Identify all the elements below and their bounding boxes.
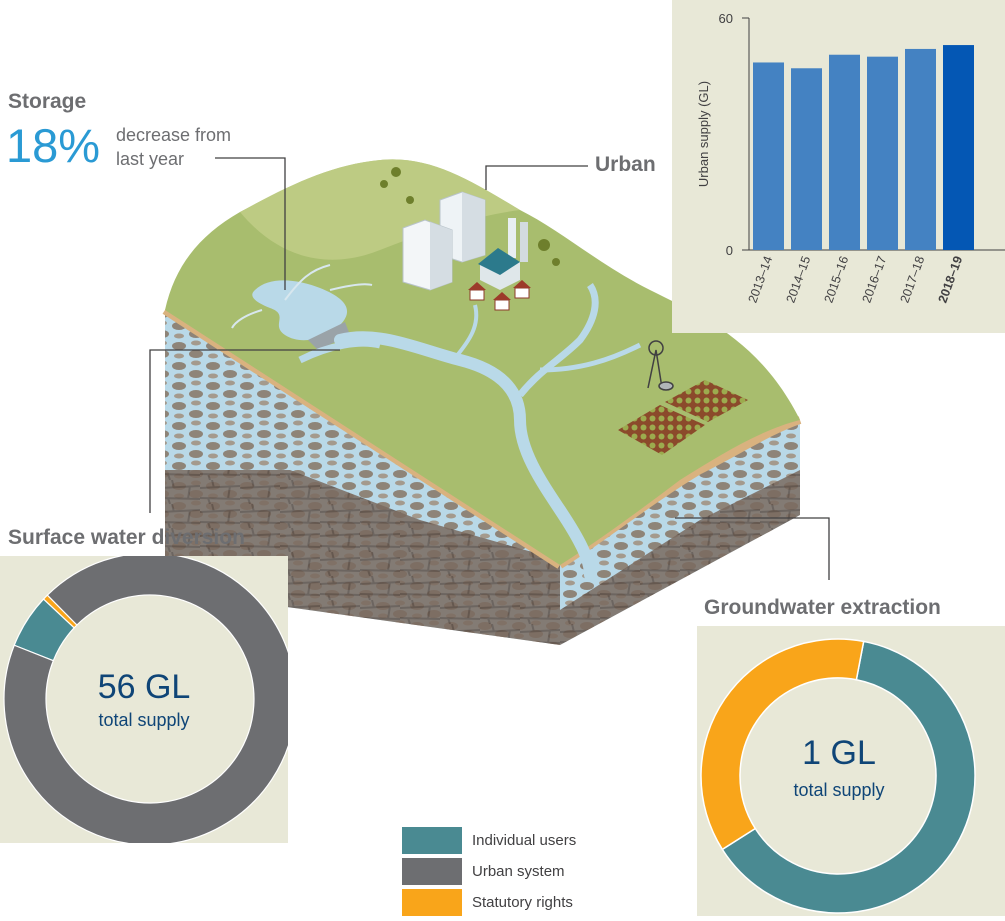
reservoir [252,280,348,341]
groundwater-title: Groundwater extraction [704,596,941,619]
bar-2018–19 [943,45,974,250]
legend-swatch-statutory-rights [402,889,462,916]
storage-desc-line2: last year [116,149,185,169]
crop-field-1 [618,405,705,455]
bar-2013–14 [753,62,784,250]
legend-swatch-urban-system [402,858,462,885]
legend-label-individual-users: Individual users [472,832,577,849]
groundwater-total-value: 1 GL [802,734,876,772]
x-tick-label: 2016–17 [860,254,890,305]
bar-2014–15 [791,68,822,251]
slice-statutory-rights [700,638,865,851]
urban-chart-panel: 60 0 Urban supply (GL) 2013–14 2014–15 2015–1… [672,0,1005,333]
groundwater-panel: 1 GL total supply [697,626,1005,916]
river [334,331,596,581]
bar-2017–18 [905,48,936,250]
storage-title: Storage [8,90,87,113]
groundwater-donut-chart [700,638,976,914]
groundwater-total-label: total supply [793,780,885,800]
slice-individual-users [721,640,976,914]
legend-label-statutory-rights: Statutory rights [472,894,573,911]
surface-donut-chart [3,552,297,846]
y-axis-label: Urban supply (GL) [696,81,711,187]
urban-supply-bar-chart: 60 0 Urban supply (GL) 2013–14 2014–15 2015–1… [696,11,1005,305]
surface-total-label: total supply [98,710,190,730]
y-tick-label: 60 [719,11,733,26]
storage-desc-line1: decrease from [116,125,232,145]
windmill [647,340,674,391]
legend: Individual users Urban system Statutory … [402,827,652,916]
legend-swatch-individual-users [402,827,462,854]
y-tick-label: 0 [726,243,733,258]
bar-2016–17 [867,56,898,250]
x-tick-label: 2015–16 [822,254,852,305]
slice-urban-system [3,552,297,846]
x-tick-label: 2014–15 [784,254,814,305]
x-tick-label: 2013–14 [746,254,776,305]
surface-panel: 56 GL total supply [0,552,297,846]
urban-title: Urban [595,153,656,176]
legend-label-urban-system: Urban system [472,863,565,880]
crop-field-2 [665,380,748,422]
surface-total-value: 56 GL [97,668,191,706]
x-tick-label: 2018–19 [936,254,966,305]
x-tick-label: 2017–18 [898,254,928,305]
surface-title: Surface water diversion [8,526,245,549]
storage-value: 18% [6,119,101,172]
town [402,191,531,311]
bar-2015–16 [829,54,860,250]
